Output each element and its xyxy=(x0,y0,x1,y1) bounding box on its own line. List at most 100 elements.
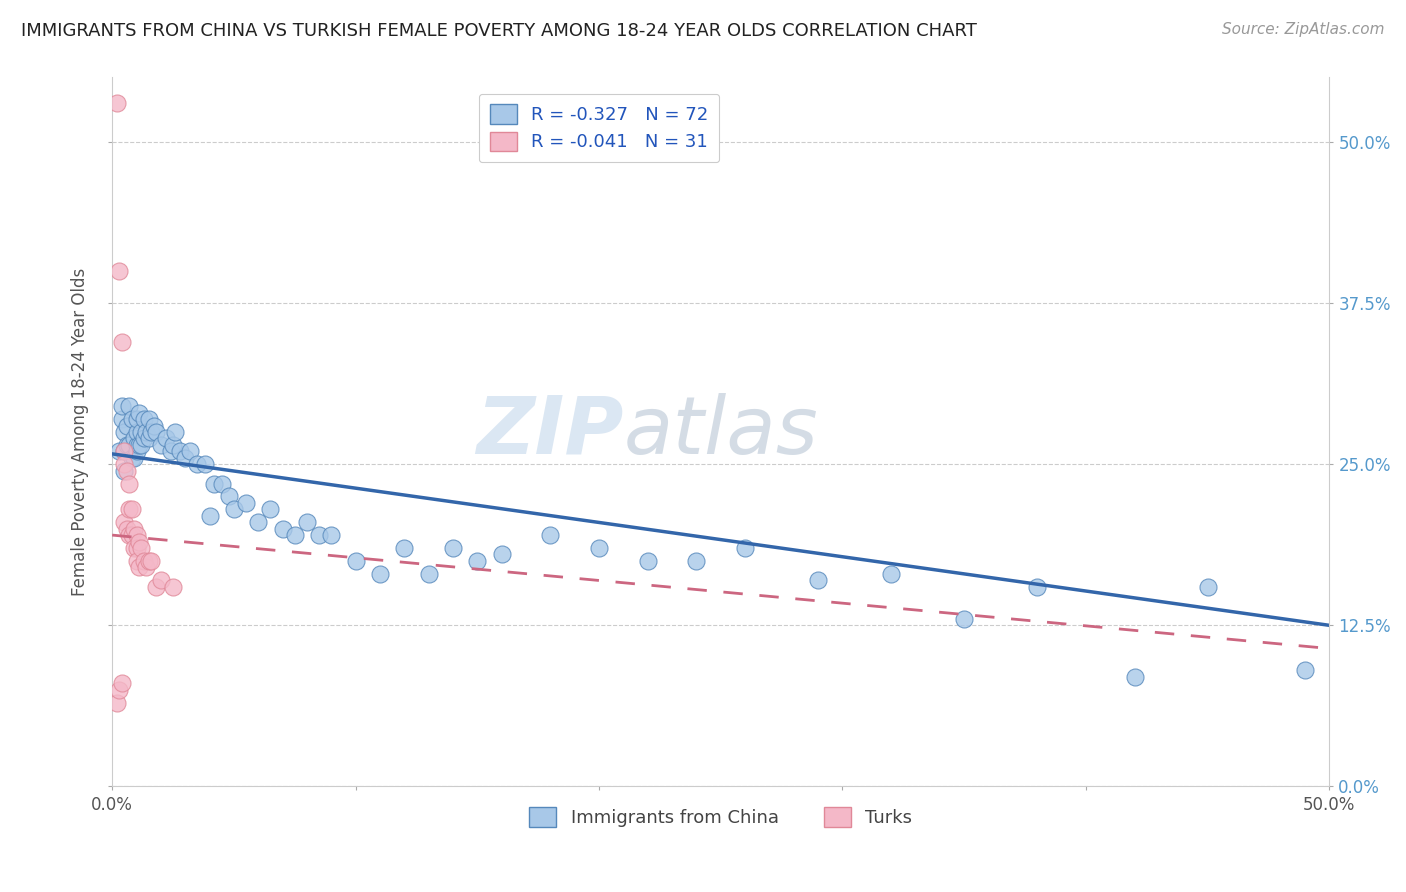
Text: atlas: atlas xyxy=(623,393,818,471)
Point xyxy=(122,450,145,465)
Point xyxy=(685,554,707,568)
Point xyxy=(128,534,150,549)
Point xyxy=(308,528,330,542)
Point xyxy=(211,476,233,491)
Point xyxy=(159,444,181,458)
Point xyxy=(149,573,172,587)
Point xyxy=(112,464,135,478)
Point xyxy=(588,541,610,555)
Point xyxy=(734,541,756,555)
Point xyxy=(218,490,240,504)
Legend: Immigrants from China, Turks: Immigrants from China, Turks xyxy=(522,800,920,834)
Point xyxy=(491,548,513,562)
Point xyxy=(368,566,391,581)
Point xyxy=(121,528,143,542)
Point xyxy=(1123,670,1146,684)
Point xyxy=(198,508,221,523)
Point xyxy=(179,444,201,458)
Point xyxy=(128,560,150,574)
Point xyxy=(394,541,416,555)
Point xyxy=(115,464,138,478)
Point xyxy=(165,425,187,439)
Point xyxy=(418,566,440,581)
Point xyxy=(155,431,177,445)
Point xyxy=(145,425,167,439)
Point xyxy=(128,406,150,420)
Point xyxy=(138,431,160,445)
Point xyxy=(125,438,148,452)
Point xyxy=(115,438,138,452)
Point xyxy=(162,580,184,594)
Point xyxy=(222,502,245,516)
Point xyxy=(111,412,134,426)
Point xyxy=(149,438,172,452)
Point xyxy=(118,528,141,542)
Point xyxy=(125,425,148,439)
Text: IMMIGRANTS FROM CHINA VS TURKISH FEMALE POVERTY AMONG 18-24 YEAR OLDS CORRELATIO: IMMIGRANTS FROM CHINA VS TURKISH FEMALE … xyxy=(21,22,977,40)
Point xyxy=(1294,664,1316,678)
Point xyxy=(125,444,148,458)
Point xyxy=(121,450,143,465)
Point xyxy=(807,573,830,587)
Point xyxy=(125,541,148,555)
Point xyxy=(112,425,135,439)
Point xyxy=(1197,580,1219,594)
Point xyxy=(125,528,148,542)
Point xyxy=(186,457,208,471)
Point xyxy=(247,515,270,529)
Point xyxy=(441,541,464,555)
Point xyxy=(637,554,659,568)
Point xyxy=(112,444,135,458)
Point xyxy=(108,682,131,697)
Point xyxy=(1026,580,1049,594)
Point xyxy=(128,438,150,452)
Point xyxy=(138,554,160,568)
Point xyxy=(112,457,135,471)
Point xyxy=(118,399,141,413)
Point xyxy=(111,334,134,349)
Y-axis label: Female Poverty Among 18-24 Year Olds: Female Poverty Among 18-24 Year Olds xyxy=(72,268,89,596)
Point xyxy=(111,676,134,690)
Point xyxy=(112,444,135,458)
Point xyxy=(135,560,157,574)
Point xyxy=(295,515,318,529)
Point xyxy=(115,522,138,536)
Point xyxy=(118,502,141,516)
Text: ZIP: ZIP xyxy=(477,393,623,471)
Point xyxy=(145,580,167,594)
Point xyxy=(284,528,307,542)
Point xyxy=(122,522,145,536)
Point xyxy=(194,457,217,471)
Point xyxy=(131,438,153,452)
Point xyxy=(202,476,225,491)
Point xyxy=(105,696,128,710)
Point xyxy=(115,418,138,433)
Point xyxy=(169,444,191,458)
Point xyxy=(235,496,257,510)
Point xyxy=(538,528,561,542)
Point xyxy=(132,412,155,426)
Point xyxy=(271,522,294,536)
Point xyxy=(953,612,976,626)
Point xyxy=(118,476,141,491)
Point xyxy=(135,425,157,439)
Point xyxy=(108,444,131,458)
Point xyxy=(465,554,488,568)
Point xyxy=(259,502,281,516)
Point xyxy=(174,450,197,465)
Point xyxy=(138,412,160,426)
Point xyxy=(111,399,134,413)
Point xyxy=(121,412,143,426)
Point xyxy=(344,554,367,568)
Point xyxy=(131,425,153,439)
Point xyxy=(162,438,184,452)
Point xyxy=(122,541,145,555)
Text: Source: ZipAtlas.com: Source: ZipAtlas.com xyxy=(1222,22,1385,37)
Point xyxy=(131,541,153,555)
Point xyxy=(125,554,148,568)
Point xyxy=(121,502,143,516)
Point xyxy=(142,418,165,433)
Point xyxy=(125,412,148,426)
Point xyxy=(112,515,135,529)
Point xyxy=(122,431,145,445)
